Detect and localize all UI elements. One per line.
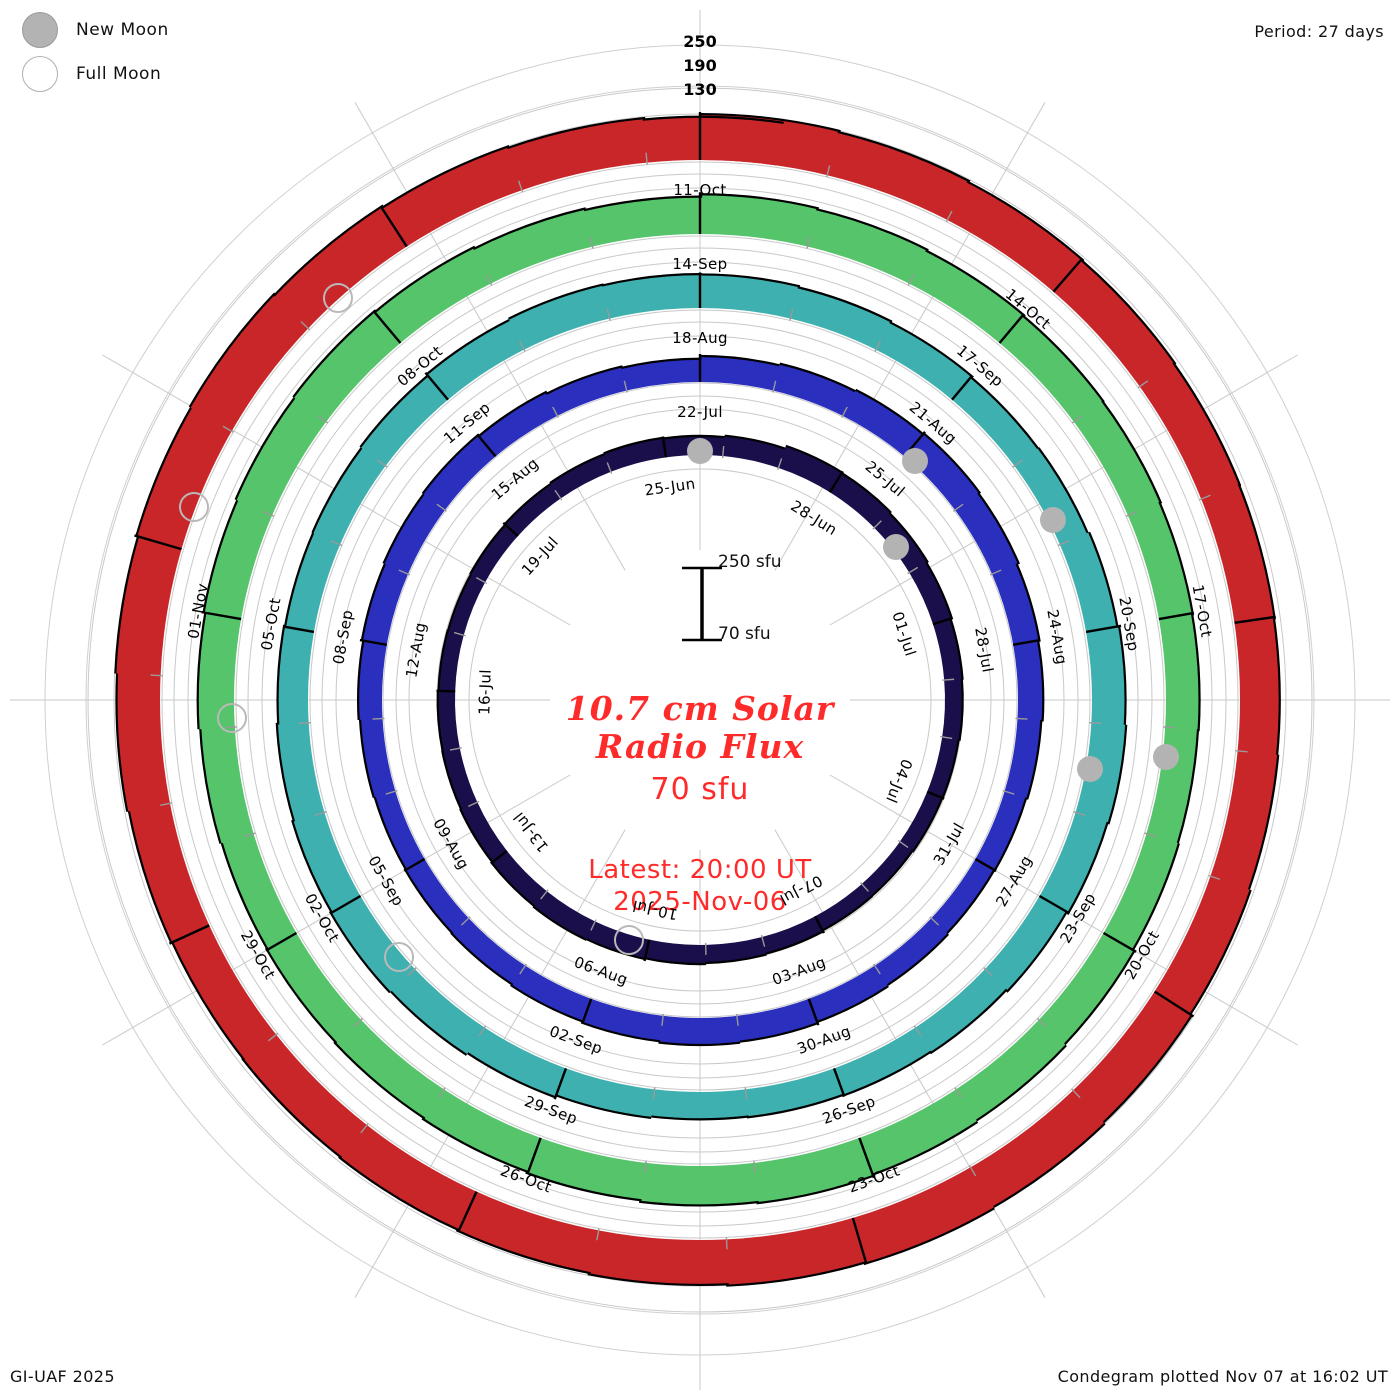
date-label: 22-Jul xyxy=(677,403,723,421)
new-moon-marker xyxy=(1076,755,1103,782)
date-label: 11-Oct xyxy=(673,181,727,199)
scale-bar-icon xyxy=(682,566,722,642)
new-moon-marker xyxy=(902,447,929,474)
full-moon-marker xyxy=(614,925,645,956)
chart-title-line1: 10.7 cm Solar xyxy=(565,689,835,728)
radial-scale-values: 250 190 130 xyxy=(0,30,1400,102)
center-caption: 10.7 cm Solar Radio Flux 70 sfu Latest: … xyxy=(0,690,1400,918)
new-moon-marker xyxy=(883,533,910,560)
full-moon-marker xyxy=(179,492,210,523)
scale-value-190: 190 xyxy=(683,56,717,75)
scale-key-top-label: 250 sfu xyxy=(718,552,782,572)
new-moon-marker xyxy=(1039,507,1066,534)
latest-date-label: 2025-Nov-06 xyxy=(613,887,787,917)
latest-time-label: Latest: 20:00 UT xyxy=(588,855,812,885)
flux-bands xyxy=(114,112,1281,1287)
credit-label: GI-UAF 2025 xyxy=(10,1367,115,1386)
date-label: 18-Aug xyxy=(672,329,728,347)
full-moon-marker xyxy=(217,703,248,734)
moon-phase-legend: New Moon Full Moon xyxy=(22,8,169,96)
legend-label-new-moon: New Moon xyxy=(76,20,169,40)
chart-title-line2: Radio Flux xyxy=(595,727,805,766)
legend-label-full-moon: Full Moon xyxy=(76,64,162,84)
legend-item-full-moon: Full Moon xyxy=(22,52,169,96)
full-moon-marker xyxy=(322,282,353,313)
filled-circle-icon xyxy=(22,12,58,48)
date-label: 14-Sep xyxy=(672,255,728,273)
date-label: 16-Jul xyxy=(475,669,495,716)
new-moon-marker xyxy=(687,438,713,464)
scale-key-bottom-label: 70 sfu xyxy=(718,624,771,644)
full-moon-marker xyxy=(383,941,414,972)
plot-timestamp: Condegram plotted Nov 07 at 16:02 UT xyxy=(1057,1367,1388,1386)
legend-item-new-moon: New Moon xyxy=(22,8,169,52)
scale-value-130: 130 xyxy=(683,80,717,99)
open-circle-icon xyxy=(22,56,58,92)
period-label: Period: 27 days xyxy=(1254,22,1384,41)
new-moon-marker xyxy=(1153,744,1180,771)
baseline-value: 70 sfu xyxy=(650,772,750,807)
day-ticks xyxy=(134,112,1276,1265)
amplitude-scale-key: 250 sfu 70 sfu xyxy=(676,552,896,652)
scale-value-250: 250 xyxy=(683,32,717,51)
